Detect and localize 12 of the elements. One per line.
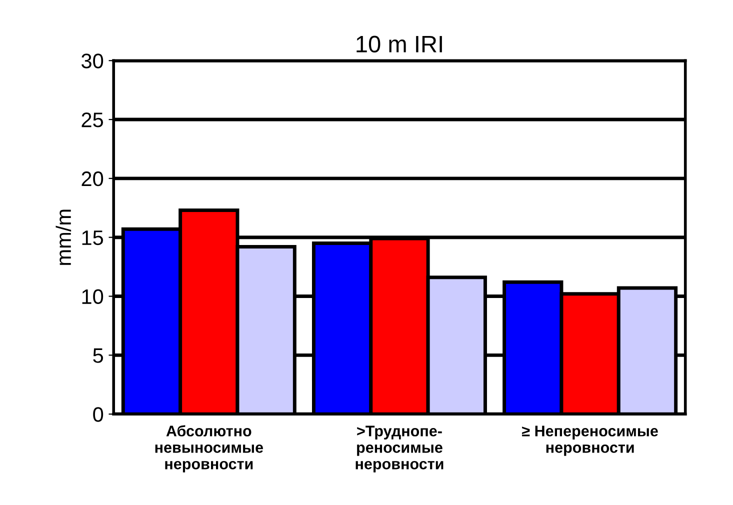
y-tick-label: 20	[82, 171, 104, 186]
y-tick-label: 0	[93, 407, 104, 422]
y-axis-title: mm/m	[56, 210, 72, 265]
chart-title: 10 m IRI	[356, 36, 442, 52]
y-tick-label: 15	[82, 230, 104, 246]
x-tick-label: >Труднопе- реносимые неровности	[356, 426, 444, 472]
y-tick-label: 25	[82, 112, 104, 128]
y-tick-label: 30	[82, 54, 104, 68]
y-tick-label: 5	[93, 348, 104, 363]
y-tick-label: 10	[82, 289, 104, 304]
x-tick-label: Абсолютно невыносимые неровности	[155, 425, 264, 472]
x-tick-label: ≥ Непереносимые неровности	[522, 426, 658, 456]
